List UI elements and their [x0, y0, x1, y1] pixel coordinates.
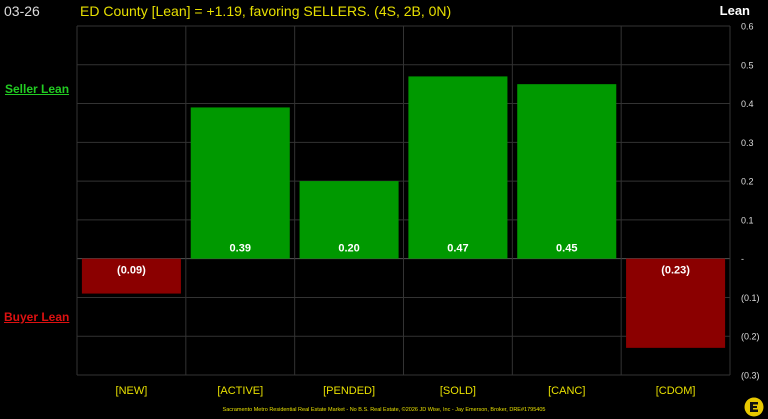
x-tick-label: [ACTIVE]: [217, 385, 263, 397]
buyer-lean-label: Buyer Lean: [4, 310, 70, 324]
y-tick-label: 0.5: [741, 60, 754, 70]
y-tick-label: (0.3): [741, 371, 760, 381]
bar-value-label: 0.47: [447, 243, 468, 255]
bar-value-label: (0.23): [661, 265, 690, 277]
bar-value-label: 0.39: [230, 243, 251, 255]
brand-logo-icon: [744, 397, 764, 417]
y-tick-label: 0.6: [741, 22, 754, 32]
bar-value-label: 0.45: [556, 243, 577, 255]
y-tick-label: -: [741, 254, 744, 264]
footer-credit: Sacramento Metro Residential Real Estate…: [222, 407, 546, 413]
y-tick-label: 0.2: [741, 177, 754, 187]
chart-title: ED County [Lean] = +1.19, favoring SELLE…: [80, 3, 452, 19]
bar-value-label: 0.20: [338, 243, 359, 255]
y-axis-title: Lean: [719, 3, 750, 18]
y-tick-label: (0.1): [741, 293, 760, 303]
bar: [190, 107, 290, 259]
bar-value-label: (0.09): [117, 265, 146, 277]
bar: [517, 84, 617, 259]
x-tick-label: [CANC]: [548, 385, 585, 397]
bar: [626, 258, 726, 348]
bar: [299, 181, 399, 259]
report-date: 03-26: [4, 3, 40, 19]
seller-lean-label: Seller Lean: [5, 82, 70, 96]
bar: [81, 258, 181, 294]
y-tick-label: (0.2): [741, 332, 760, 342]
y-tick-label: 0.3: [741, 138, 754, 148]
y-tick-label: 0.4: [741, 99, 754, 109]
x-tick-label: [PENDED]: [323, 385, 375, 397]
x-tick-label: [NEW]: [116, 385, 148, 397]
x-tick-label: [SOLD]: [440, 385, 476, 397]
y-tick-label: 0.1: [741, 215, 754, 225]
x-tick-label: [CDOM]: [656, 385, 696, 397]
bar: [408, 76, 508, 259]
